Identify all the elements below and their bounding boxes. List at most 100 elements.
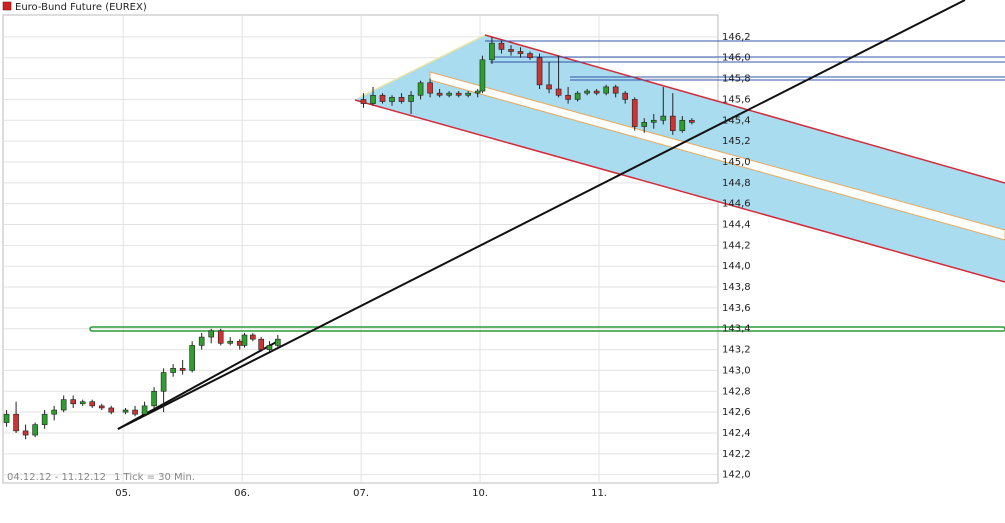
x-tick-label: 06. (234, 488, 250, 499)
y-tick-label: 145,6 (722, 94, 751, 105)
candle-body (474, 90, 481, 94)
candle-body (650, 119, 657, 123)
candle-body (250, 334, 256, 340)
candle-body (593, 90, 600, 94)
candle-body (32, 424, 38, 436)
candle-body (198, 336, 205, 346)
candle-body (574, 92, 581, 100)
candle-body (3, 413, 10, 423)
support-band (89, 326, 1005, 332)
y-tick-label: 146,0 (722, 53, 751, 64)
candle-body (60, 399, 67, 411)
y-tick-label: 144,6 (722, 199, 751, 210)
interval-label: 1 Tick = 30 Min. (114, 472, 195, 483)
candle-body (489, 42, 495, 61)
candle-body (436, 92, 443, 96)
candle-body (151, 390, 157, 407)
candle-body (122, 409, 129, 413)
y-tick-label: 144,0 (722, 261, 751, 272)
channel-center (429, 71, 1005, 241)
x-tick-label: 07. (353, 488, 369, 499)
candle-body (360, 99, 367, 104)
candle-body (258, 338, 264, 350)
period-label: 04.12.12 - 11.12.12 (7, 472, 106, 483)
x-tick-label: 11. (591, 488, 607, 499)
x-tick-label: 05. (115, 488, 131, 499)
candle-body (389, 97, 395, 102)
candle-body (508, 49, 514, 52)
candle-body (370, 94, 376, 104)
y-tick-label: 142,2 (722, 449, 751, 460)
candle-body (132, 409, 138, 415)
channel-edge (359, 34, 486, 98)
candle-body (41, 413, 48, 425)
candle-body (13, 413, 19, 432)
candle-body (141, 405, 148, 415)
y-tick-label: 144,2 (722, 240, 751, 251)
candle-body (603, 86, 609, 94)
candle-body (89, 401, 96, 407)
candle-body (555, 88, 562, 96)
candle-body (498, 42, 505, 50)
y-tick-label: 145,4 (722, 115, 751, 126)
channel-lower (354, 99, 1005, 283)
y-tick-label: 146,2 (722, 32, 751, 43)
candle-body (631, 99, 638, 127)
candle-body (275, 338, 281, 346)
channel-upper (484, 34, 1005, 184)
candle-body (669, 115, 676, 131)
candles (3, 36, 695, 440)
y-tick-label: 145,0 (722, 157, 751, 168)
y-tick-label: 143,6 (722, 303, 751, 314)
candle-body (417, 82, 424, 96)
candle-body (622, 92, 629, 100)
candle-body (236, 340, 243, 346)
candle-body (98, 405, 105, 409)
y-tick-label: 143,2 (722, 345, 751, 356)
chart-title: Euro-Bund Future (EUREX) (15, 2, 147, 13)
candle-body (641, 122, 648, 127)
candle-body (160, 372, 167, 392)
candle-body (266, 345, 273, 350)
candle-body (679, 119, 686, 131)
candle-body (241, 334, 248, 346)
y-tick-label: 142,4 (722, 428, 751, 439)
candle-body (108, 407, 115, 413)
candle-body (70, 399, 76, 405)
y-tick-label: 142,0 (722, 470, 751, 481)
y-tick-label: 143,4 (722, 324, 751, 335)
candle-body (170, 368, 176, 373)
candle-body (446, 92, 452, 96)
candle-body (227, 340, 234, 344)
candle-body (217, 330, 224, 344)
candle-body (584, 90, 590, 94)
candle-body (546, 84, 552, 90)
candle-body (398, 97, 405, 102)
candle-body (22, 430, 29, 436)
x-tick-label: 10. (472, 488, 488, 499)
candle-body (536, 57, 543, 86)
candle-body (517, 51, 524, 54)
candle-body (189, 345, 195, 371)
candle-body (51, 409, 57, 415)
candle-body (408, 94, 414, 102)
y-tick-label: 144,8 (722, 178, 751, 189)
y-tick-label: 145,2 (722, 136, 751, 147)
candle-body (208, 330, 214, 338)
y-tick-label: 143,0 (722, 365, 751, 376)
candle-body (660, 115, 667, 121)
y-tick-label: 142,6 (722, 407, 751, 418)
candle-body (79, 401, 86, 405)
candle-body (479, 59, 486, 92)
candle-body (612, 86, 619, 94)
trend-line (117, 0, 966, 430)
candle-body (379, 94, 386, 102)
y-tick-label: 145,8 (722, 74, 751, 85)
candle-body (455, 92, 462, 96)
legend-swatch (2, 1, 12, 11)
y-tick-label: 144,4 (722, 220, 751, 231)
candle-body (527, 53, 533, 59)
candle-body (689, 119, 695, 123)
candle-body (179, 368, 186, 371)
